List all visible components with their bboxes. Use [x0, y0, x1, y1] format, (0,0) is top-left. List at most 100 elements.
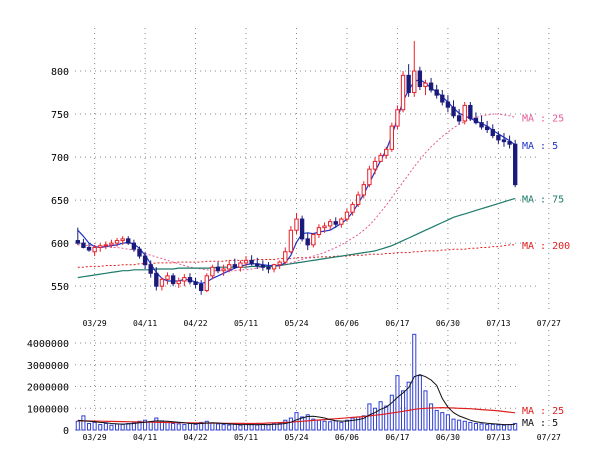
candle-body — [406, 74, 411, 94]
candle — [378, 152, 383, 163]
candle — [266, 262, 271, 274]
candle — [193, 277, 198, 288]
candle-body — [513, 143, 518, 186]
candle — [238, 260, 243, 272]
candle-body — [356, 194, 361, 205]
volume-y-tick-4000000: 4000000 — [27, 339, 69, 350]
price-y-tick-750: 750 — [51, 110, 69, 121]
volume-bar — [92, 421, 97, 431]
candle — [501, 132, 507, 147]
volume-bar — [350, 417, 355, 431]
volume-bar — [496, 424, 501, 431]
candle-body — [137, 248, 142, 257]
volume-bar — [429, 403, 434, 431]
candle — [372, 157, 378, 175]
volume-bar — [423, 390, 428, 431]
volume-bar — [227, 424, 232, 431]
price-x-tick-05-24: 05/24 — [284, 319, 308, 328]
volume-bar — [378, 401, 383, 431]
candle — [86, 243, 92, 252]
volume-bar — [143, 419, 148, 431]
candle — [395, 105, 400, 130]
volume-bar — [277, 422, 282, 431]
candle — [109, 239, 114, 248]
volume-bar — [473, 422, 478, 431]
volume-bar — [417, 375, 422, 431]
candle-body — [417, 70, 423, 88]
volume-bar — [434, 409, 439, 431]
volume-x-tick-05-24: 05/24 — [284, 433, 308, 442]
volume-bar — [204, 420, 209, 431]
volume-bar — [513, 422, 518, 431]
candle-body — [120, 238, 125, 242]
volume-bar — [165, 421, 170, 431]
price-x-tick-05-11: 05/11 — [234, 319, 258, 328]
candle — [356, 191, 361, 208]
candle-body — [400, 74, 406, 111]
volume-x-tick-labels: 03/29 04/11 04/22 05/11 05/24 06/06 06/17 06/30… — [83, 433, 561, 442]
volume-bar — [311, 418, 316, 431]
volume-bar — [137, 420, 142, 431]
price-y-tick-800: 800 — [51, 67, 69, 78]
volume-bar — [344, 419, 350, 431]
volume-bar — [176, 423, 181, 431]
volume-x-tick-06-06: 06/06 — [335, 433, 359, 442]
candle-body — [266, 266, 271, 270]
volume-bar — [154, 417, 159, 431]
candle — [288, 225, 294, 254]
volume-bar — [300, 416, 305, 431]
volume-bar — [507, 424, 512, 431]
volume-y-tick-1000000: 1000000 — [27, 404, 69, 415]
candle — [103, 241, 109, 250]
candle-body — [154, 272, 159, 287]
candle — [513, 139, 518, 188]
candle-body — [490, 129, 495, 137]
volume-bar — [406, 381, 411, 431]
price-x-tick-04-11: 04/11 — [133, 319, 157, 328]
candle — [170, 273, 176, 287]
candle-body — [170, 275, 176, 285]
volume-bar — [457, 419, 462, 431]
candle-body — [316, 227, 322, 236]
volume-bar — [98, 424, 103, 431]
candle-body — [445, 101, 451, 108]
candle — [327, 219, 333, 231]
candle — [322, 222, 327, 233]
volume-bar — [86, 422, 92, 431]
candle-body — [367, 168, 372, 186]
candle — [440, 89, 445, 106]
candle-body — [479, 122, 484, 128]
volume-bar — [81, 415, 86, 431]
price-x-tick-07-13: 07/13 — [486, 319, 510, 328]
volume-bar — [412, 333, 417, 431]
candle — [434, 84, 439, 99]
volume-bar — [361, 415, 366, 431]
price-y-tick-550: 550 — [51, 282, 69, 293]
candle — [473, 112, 479, 125]
price-y-tick-700: 700 — [51, 153, 69, 164]
volume-x-tick-07-27: 07/27 — [537, 433, 561, 442]
candle — [81, 238, 86, 249]
candle-body — [428, 82, 434, 91]
volume-x-tick-06-30: 06/30 — [436, 433, 460, 442]
candle-body — [98, 245, 103, 248]
candle — [271, 263, 277, 273]
candle — [333, 217, 338, 228]
volume-bar — [288, 417, 293, 431]
candle — [75, 227, 80, 245]
volume-bar — [260, 423, 265, 431]
candle — [412, 40, 417, 97]
candle-body — [451, 106, 456, 117]
candle — [423, 79, 428, 96]
candle — [210, 264, 215, 280]
candle — [120, 236, 125, 245]
candle-body — [496, 135, 501, 141]
candle-body — [299, 218, 305, 240]
volume-bar — [182, 424, 187, 431]
volume-bar — [490, 423, 495, 431]
candle-body — [131, 242, 137, 250]
candle — [165, 272, 170, 285]
volume-y-tick-labels: 0 1000000 2000000 3000000 4000000 — [27, 339, 69, 437]
candle-body — [238, 262, 243, 268]
